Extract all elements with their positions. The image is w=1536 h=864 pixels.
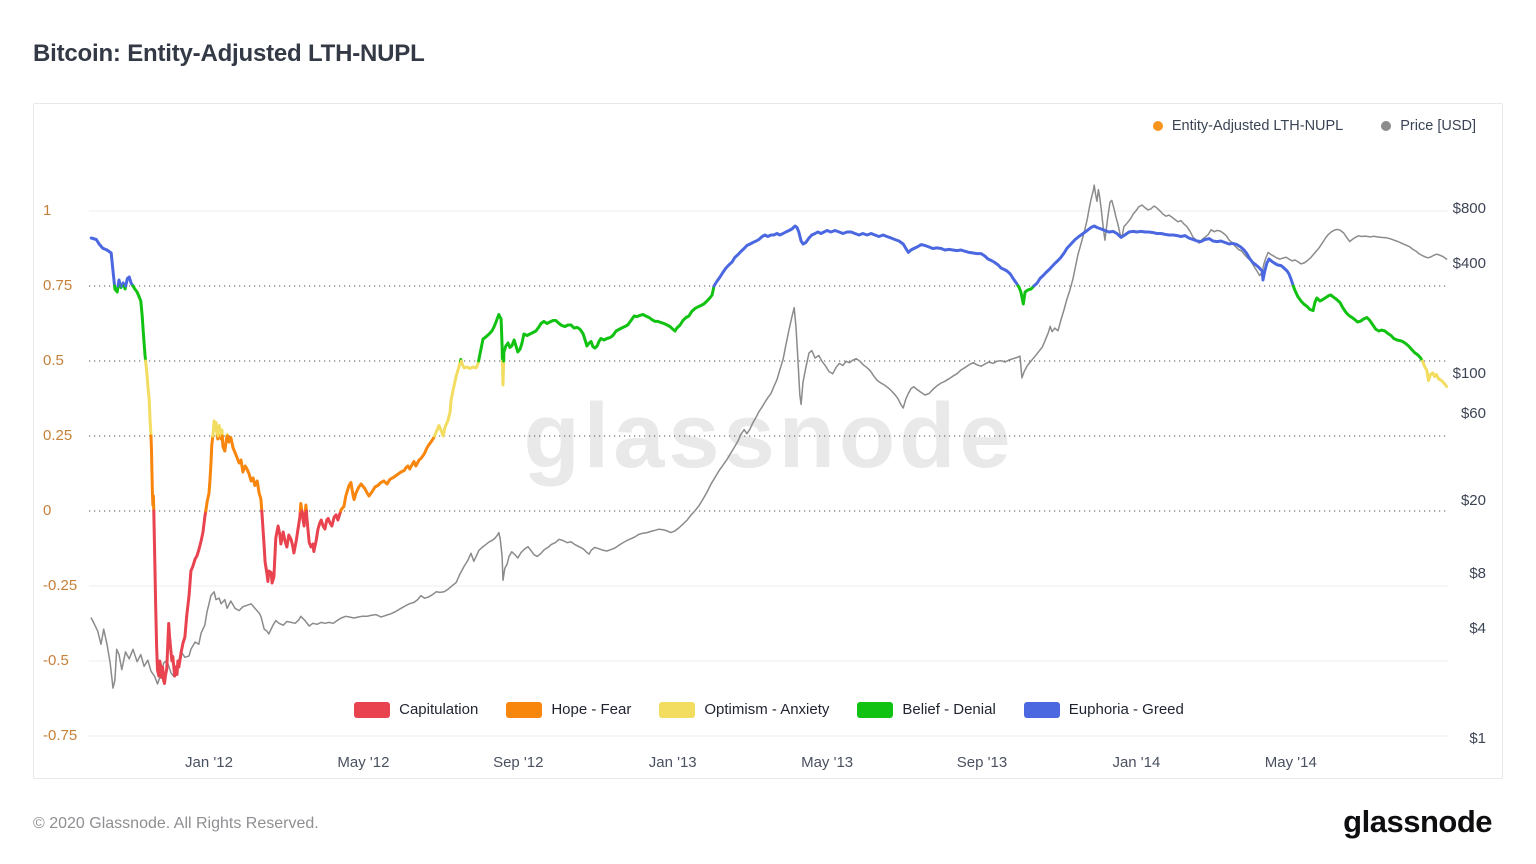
regime-swatch-icon xyxy=(354,701,391,718)
x-tick: May '13 xyxy=(801,754,854,771)
x-tick: Sep '12 xyxy=(493,754,544,771)
nupl-line-segment xyxy=(300,509,307,528)
nupl-line-segment xyxy=(712,224,1020,288)
series-toggle-nupl[interactable]: Entity-Adjusted LTH-NUPL xyxy=(1152,118,1344,134)
nupl-line-segment xyxy=(502,284,716,363)
y-left-tick: 0.75 xyxy=(43,277,73,294)
nupl-line-segment xyxy=(459,359,481,370)
regime-legend-label: Euphoria - Greed xyxy=(1068,701,1184,718)
series-legend-label: Entity-Adjusted LTH-NUPL xyxy=(1171,118,1344,134)
nupl-line-segment xyxy=(113,284,120,294)
nupl-line-segment xyxy=(260,509,302,585)
nupl-line-segment xyxy=(211,419,219,438)
nupl-line-segment xyxy=(433,359,462,438)
y-right-tick: $800 xyxy=(1452,199,1486,217)
regime-legend-item-capitulation[interactable]: Capitulation xyxy=(354,701,478,718)
y-left-tick: 1 xyxy=(43,202,52,219)
x-tick: Jan '14 xyxy=(1112,754,1161,771)
regime-legend-label: Hope - Fear xyxy=(551,701,632,718)
y-left-tick: 0.25 xyxy=(43,427,73,444)
regime-swatch-icon xyxy=(1023,701,1060,718)
nupl-line-segment xyxy=(216,424,223,438)
nupl-line-segment xyxy=(298,502,304,513)
y-right-tick: $4 xyxy=(1469,620,1486,638)
glassnode-logo: glassnode xyxy=(1343,804,1492,839)
x-tick: May '14 xyxy=(1264,754,1317,771)
nupl-line-segment xyxy=(124,275,135,288)
nupl-line-segment xyxy=(131,284,148,363)
regime-swatch-icon xyxy=(857,701,894,718)
y-left-tick: -0.75 xyxy=(43,727,78,744)
y-left-tick: -0.25 xyxy=(43,577,78,594)
regime-swatch-icon xyxy=(506,701,543,718)
nupl-line-segment xyxy=(89,236,117,288)
nupl-line-segment xyxy=(1421,359,1449,388)
regime-legend-item-euphoria[interactable]: Euphoria - Greed xyxy=(1023,701,1184,718)
page-title: Bitcoin: Entity-Adjusted LTH-NUPL xyxy=(33,40,425,67)
nupl-line-segment xyxy=(500,359,506,387)
series-legend-label: Price [USD] xyxy=(1400,118,1476,134)
regime-legend: Capitulation Hope - Fear Optimism - Anxiet… xyxy=(34,701,1504,718)
x-tick: May '12 xyxy=(337,754,390,771)
nupl-line-segment xyxy=(304,509,343,553)
y-right-tick: $60 xyxy=(1460,405,1486,423)
nupl-line-segment xyxy=(219,428,224,438)
nupl-line-segment xyxy=(116,278,122,288)
nupl-line-segment xyxy=(226,434,264,513)
y-right-tick: $20 xyxy=(1460,492,1486,510)
y-left-tick: 0.5 xyxy=(43,352,64,369)
regime-legend-label: Optimism - Anxiety xyxy=(704,701,830,718)
regime-legend-label: Capitulation xyxy=(399,701,479,718)
regime-legend-item-belief[interactable]: Belief - Denial xyxy=(857,701,996,718)
nupl-line-segment xyxy=(1291,284,1424,363)
chart-card: glassnode Entity-Adjusted LTH-NUPL Price … xyxy=(33,103,1503,779)
legend-dot-icon xyxy=(1381,121,1392,131)
nupl-line-segment xyxy=(477,313,504,363)
nupl-line-segment xyxy=(149,434,156,513)
chart-canvas[interactable] xyxy=(34,104,1504,780)
top-legend: Entity-Adjusted LTH-NUPL Price [USD] xyxy=(1152,118,1476,134)
regime-legend-label: Belief - Denial xyxy=(902,701,996,718)
nupl-line-segment xyxy=(144,359,153,438)
y-left-tick: -0.5 xyxy=(43,652,69,669)
x-tick: Jan '12 xyxy=(185,754,233,771)
nupl-line-segment xyxy=(152,509,208,685)
copyright-text: © 2020 Glassnode. All Rights Reserved. xyxy=(33,815,319,832)
nupl-line-segment xyxy=(303,503,308,513)
series-toggle-price[interactable]: Price [USD] xyxy=(1381,118,1476,134)
nupl-line-segment xyxy=(1016,284,1036,306)
y-left-tick: 0 xyxy=(43,502,52,519)
y-right-tick: $1 xyxy=(1469,730,1486,747)
regime-legend-item-hope[interactable]: Hope - Fear xyxy=(506,701,631,718)
legend-dot-icon xyxy=(1152,121,1163,131)
regime-legend-item-optimism[interactable]: Optimism - Anxiety xyxy=(659,701,829,718)
nupl-line-segment xyxy=(220,434,229,453)
nupl-line-segment xyxy=(1032,224,1295,288)
nupl-line-segment xyxy=(339,434,436,513)
regime-swatch-icon xyxy=(659,701,696,718)
y-right-tick: $8 xyxy=(1469,565,1486,583)
y-right-tick: $100 xyxy=(1452,364,1486,382)
x-tick: Sep '13 xyxy=(956,754,1008,771)
y-right-tick: $400 xyxy=(1452,254,1486,272)
nupl-line-segment xyxy=(204,434,215,513)
price-line xyxy=(90,184,1448,689)
x-tick: Jan '13 xyxy=(648,754,697,771)
